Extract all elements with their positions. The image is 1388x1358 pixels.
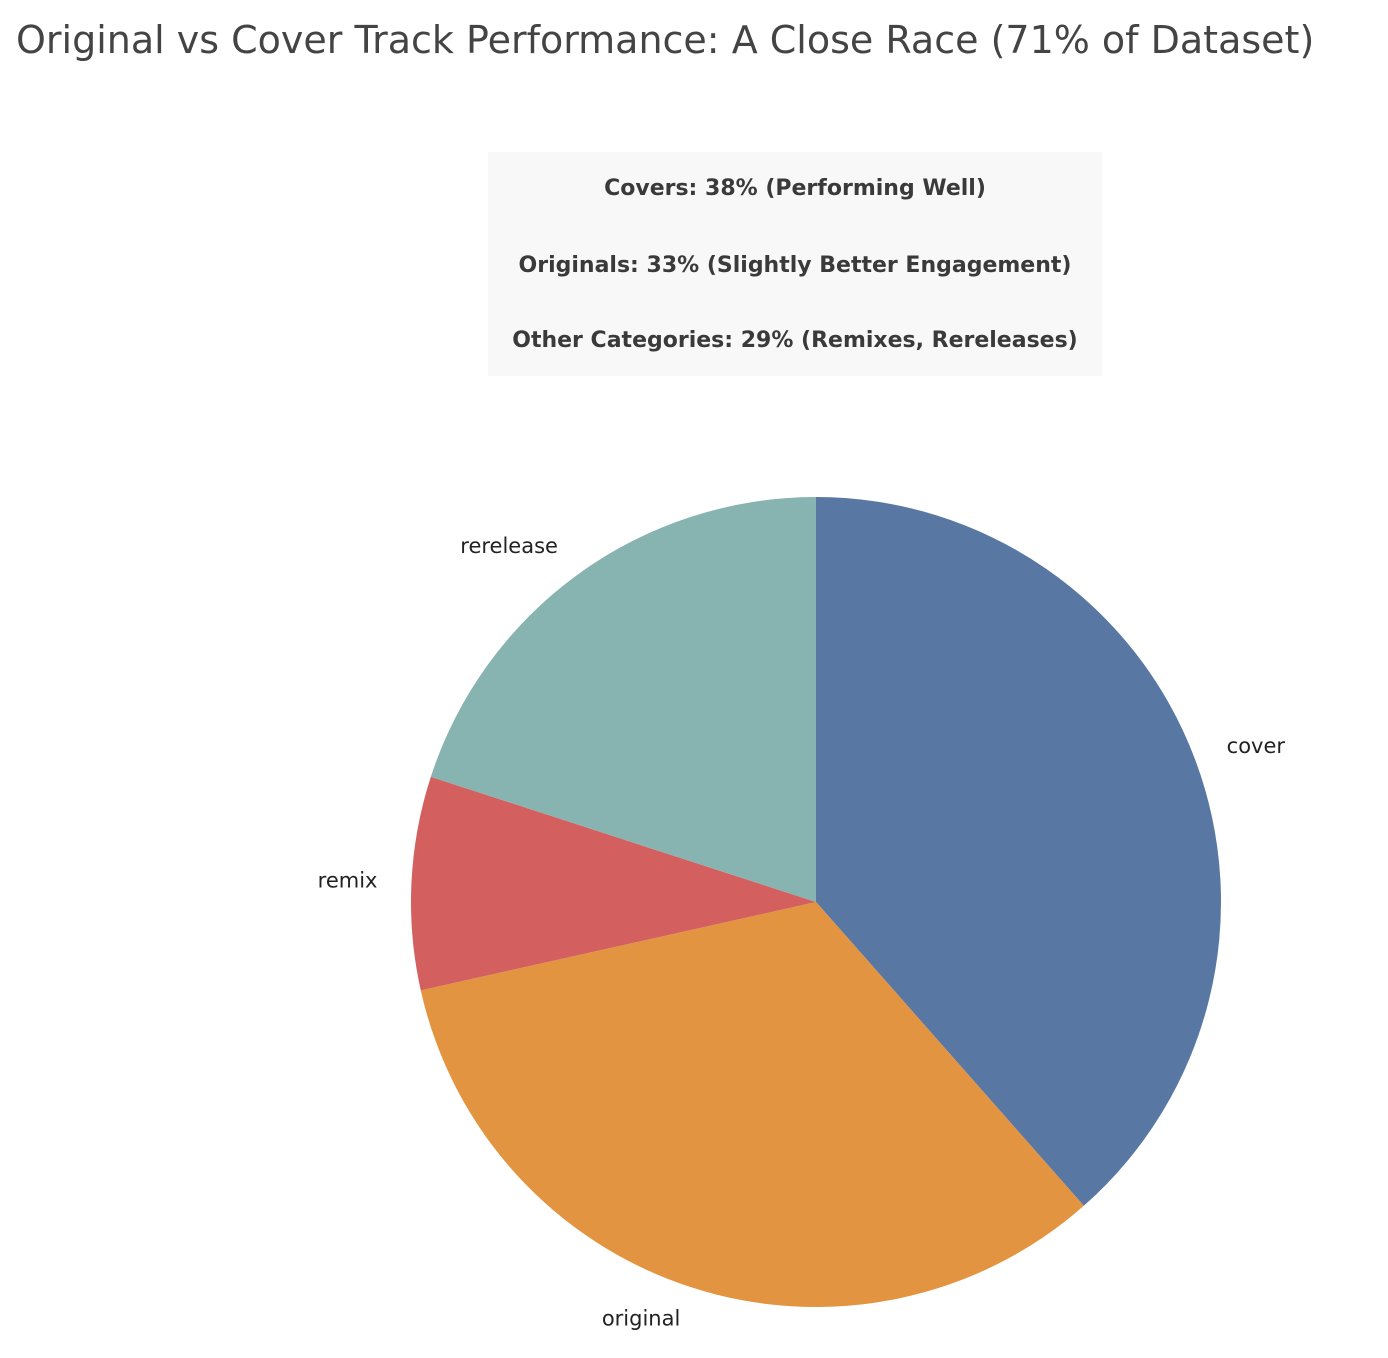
pie-slice-remix[interactable] (411, 776, 816, 991)
annotation-box: Covers: 38% (Performing Well) Originals:… (488, 152, 1102, 376)
pie-slice-rerelease[interactable] (430, 497, 816, 902)
slice-label-rerelease: rerelease (460, 534, 558, 558)
annotation-other-categories: Other Categories: 29% (Remixes, Rereleas… (512, 328, 1078, 353)
slice-label-remix: remix (318, 868, 378, 892)
annotation-originals: Originals: 33% (Slightly Better Engageme… (518, 253, 1072, 278)
chart-title: Original vs Cover Track Performance: A C… (16, 18, 1315, 62)
pie-slice-cover[interactable] (816, 497, 1222, 1206)
pie-slice-original[interactable] (420, 902, 1084, 1307)
slice-label-original: original (602, 1307, 681, 1331)
slice-label-cover: cover (1227, 734, 1286, 758)
annotation-covers: Covers: 38% (Performing Well) (604, 176, 986, 201)
